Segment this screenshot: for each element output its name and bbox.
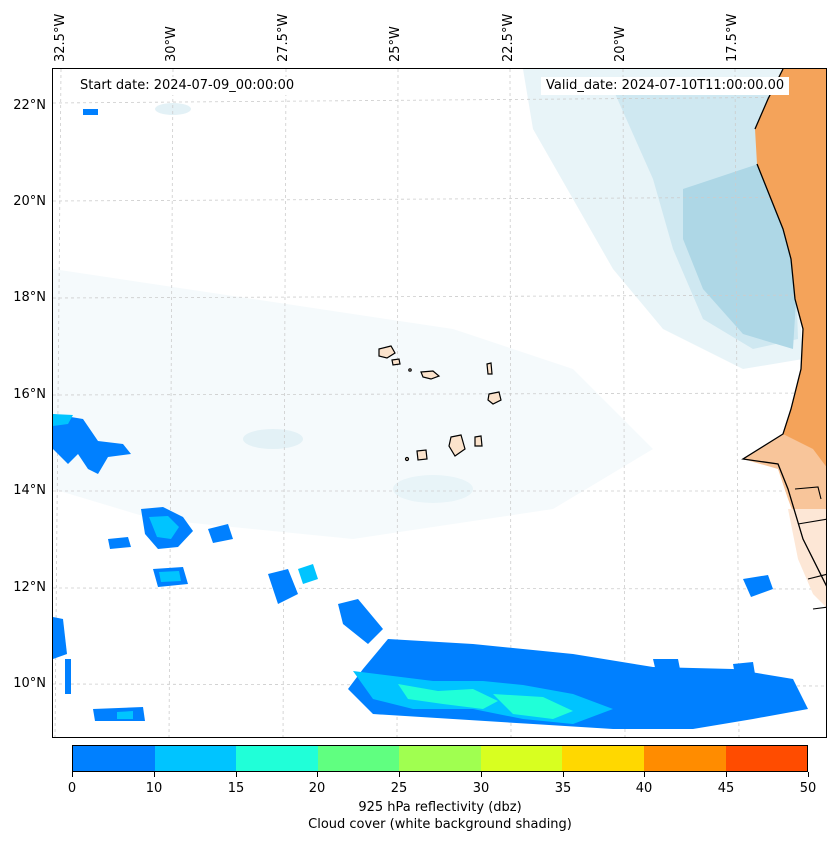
map-panel[interactable]: Start date: 2024-07-09_00:00:00 Valid_da… <box>52 68 827 738</box>
latitude-label: 16°N <box>13 387 46 402</box>
colorbar-tickmark <box>481 772 482 777</box>
colorbar-tick-label: 45 <box>717 781 735 796</box>
latitude-label: 22°N <box>13 98 46 113</box>
longitude-label: 20°W <box>613 26 628 62</box>
start-date-label: Start date: 2024-07-09_00:00:00 <box>75 77 300 95</box>
longitude-label: 30°W <box>164 26 179 62</box>
colorbar <box>72 745 808 772</box>
map-canvas <box>53 69 826 737</box>
colorbar-segment <box>562 746 644 771</box>
colorbar-tickmark <box>644 772 645 777</box>
colorbar-segment <box>154 746 237 771</box>
cloud-cover-layer <box>53 69 803 539</box>
latitude-label: 20°N <box>13 194 46 209</box>
longitude-label: 25°W <box>388 26 403 62</box>
cape-verde-islands <box>378 345 502 462</box>
colorbar-tick-label: 15 <box>227 781 245 796</box>
latitude-label: 14°N <box>13 483 46 498</box>
longitude-label: 27.5°W <box>276 13 291 62</box>
colorbar-tickmark <box>317 772 318 777</box>
valid-date-label: Valid_date: 2024-07-10T11:00:00.00 <box>541 77 790 95</box>
colorbar-tick-label: 0 <box>67 781 77 796</box>
colorbar-tick-label: 50 <box>799 781 817 796</box>
colorbar-segment <box>73 746 155 771</box>
reflectivity-layer <box>53 109 808 729</box>
colorbar-tickmark <box>399 772 400 777</box>
colorbar-segment <box>643 746 726 771</box>
colorbar-tickmark <box>563 772 564 777</box>
colorbar-title: 925 hPa reflectivity (dbz) <box>358 800 522 815</box>
latitude-label: 18°N <box>13 290 46 305</box>
colorbar-segment <box>399 746 481 771</box>
colorbar-tick-label: 25 <box>390 781 408 796</box>
colorbar-segment <box>480 746 563 771</box>
colorbar-tickmark <box>236 772 237 777</box>
longitude-label: 17.5°W <box>725 13 740 62</box>
longitude-label: 22.5°W <box>501 13 516 62</box>
colorbar-tick-label: 40 <box>635 781 653 796</box>
colorbar-segment <box>236 746 318 771</box>
colorbar-tick-label: 20 <box>308 781 326 796</box>
colorbar-segment <box>317 746 400 771</box>
africa-landmass <box>741 69 826 610</box>
latitude-label: 10°N <box>13 676 46 691</box>
colorbar-subtitle: Cloud cover (white background shading) <box>308 817 572 832</box>
colorbar-tick-label: 35 <box>554 781 572 796</box>
colorbar-tickmark <box>726 772 727 777</box>
longitude-label: 32.5°W <box>53 13 68 62</box>
colorbar-tick-label: 30 <box>472 781 490 796</box>
colorbar-segment <box>725 746 808 771</box>
colorbar-tickmark <box>154 772 155 777</box>
colorbar-tick-label: 10 <box>145 781 163 796</box>
colorbar-tickmark <box>72 772 73 777</box>
latitude-label: 12°N <box>13 580 46 595</box>
colorbar-tickmark <box>808 772 809 777</box>
